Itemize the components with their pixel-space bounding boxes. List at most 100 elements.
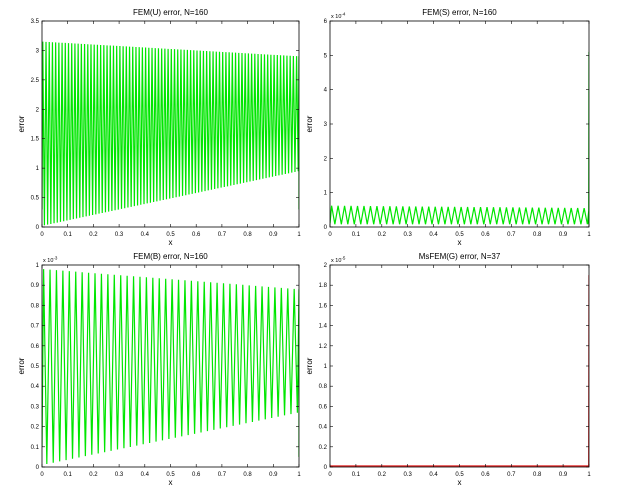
exponent-value: -5: [341, 256, 345, 261]
x-tick-label: 1: [297, 232, 301, 238]
x-axis-label: x: [169, 478, 173, 487]
x-tick-label: 0.2: [378, 472, 387, 478]
y-axis-label: error: [17, 357, 26, 374]
x-tick-label: 0.7: [507, 472, 516, 478]
x-tick-label: 0.1: [64, 232, 73, 238]
x-tick-label: 0.4: [141, 472, 150, 478]
y-axis-label: error: [305, 115, 314, 132]
x-axis-label: x: [169, 238, 173, 247]
x-tick-label: 0.9: [559, 232, 568, 238]
chart-title: FEM(U) error, N=160: [133, 8, 208, 17]
y-tick-label: 4: [324, 88, 328, 94]
y-tick-label: 1.6: [319, 303, 328, 309]
series-line-1: [42, 41, 299, 226]
x-tick-label: 0.5: [455, 472, 464, 478]
y-tick-label: 0: [324, 225, 328, 231]
y-tick-label: 2: [324, 156, 328, 162]
y-tick-label: 0.8: [31, 303, 40, 309]
y-tick-label: 0: [36, 225, 40, 231]
x-tick-label: 0.6: [192, 232, 201, 238]
y-axis-exponent: x 10-3: [43, 256, 58, 265]
chart-panel-2: 0 0.1 0.2 0.3 0.4 0.5 0.6 0.7 0.8 0.9 1 0 1 2 3 4 5 6x 10…: [305, 8, 591, 247]
x-tick-label: 1: [587, 472, 591, 478]
x-tick-label: 0.5: [166, 472, 175, 478]
y-tick-label: 0.1: [31, 445, 40, 451]
chart-panel-3: 0 0.1 0.2 0.3 0.4 0.5 0.6 0.7 0.8 0.9 1 0 0.1 0.2 0.3 0…: [17, 252, 301, 487]
x-tick-label: 0.3: [404, 472, 413, 478]
y-tick-label: 3: [36, 48, 40, 54]
x-tick-label: 0.4: [429, 472, 438, 478]
y-tick-label: 1.5: [31, 137, 40, 143]
plot-frame: [329, 20, 590, 228]
x-tick-label: 0.1: [64, 472, 73, 478]
plot-frame: [329, 264, 590, 468]
x-tick-label: 0.6: [481, 472, 490, 478]
x-axis-label: x: [458, 478, 462, 487]
y-tick-label: 0.2: [319, 445, 328, 451]
y-axis-label: error: [17, 115, 26, 132]
y-tick-label: 0.6: [319, 404, 328, 410]
chart-title: FEM(B) error, N=160: [133, 252, 208, 261]
chart-title: MsFEM(G) error, N=37: [419, 252, 501, 261]
x-tick-label: 1: [297, 472, 301, 478]
x-axis-label: x: [458, 238, 462, 247]
series-line-1: [42, 269, 299, 465]
y-tick-label: 1: [324, 364, 328, 370]
y-tick-label: 0.2: [31, 425, 40, 431]
x-tick-label: 0: [328, 232, 332, 238]
x-tick-label: 0: [40, 472, 44, 478]
x-tick-label: 0.5: [166, 232, 175, 238]
y-tick-label: 2.5: [31, 78, 40, 84]
x-tick-label: 0.8: [243, 472, 252, 478]
y-tick-label: 5: [324, 53, 328, 59]
x-tick-label: 0.6: [192, 472, 201, 478]
x-tick-label: 0.3: [115, 232, 124, 238]
x-tick-label: 0: [40, 232, 44, 238]
x-tick-label: 0.4: [429, 232, 438, 238]
x-tick-label: 0.2: [89, 472, 98, 478]
chart-title: FEM(S) error, N=160: [422, 8, 497, 17]
y-tick-label: 3.5: [31, 19, 40, 25]
x-tick-label: 0.7: [507, 232, 516, 238]
x-tick-label: 1: [587, 232, 591, 238]
exponent-value: -3: [53, 256, 57, 261]
y-tick-label: 1.2: [319, 344, 328, 350]
x-tick-label: 0.7: [218, 232, 227, 238]
chart-panel-4: 0 0.1 0.2 0.3 0.4 0.5 0.6 0.7 0.8 0.9 1 0 0.2 0.4 0.6 0…: [305, 252, 591, 487]
y-tick-label: 0.4: [319, 425, 328, 431]
x-tick-label: 0.3: [404, 232, 413, 238]
y-tick-label: 1.4: [319, 324, 328, 330]
x-tick-label: 0.2: [89, 232, 98, 238]
y-tick-label: 1.8: [319, 283, 328, 289]
x-tick-label: 0.6: [481, 232, 490, 238]
x-tick-label: 0.2: [378, 232, 387, 238]
y-tick-label: 1: [324, 191, 328, 197]
y-axis-exponent: x 10-4: [331, 12, 346, 21]
y-tick-label: 0.8: [319, 384, 328, 390]
x-tick-label: 0.8: [533, 472, 542, 478]
y-tick-label: 6: [324, 19, 328, 25]
x-tick-label: 0.1: [352, 472, 361, 478]
y-tick-label: 0.6: [31, 344, 40, 350]
y-axis-exponent: x 10-5: [331, 256, 346, 265]
y-tick-label: 0.7: [31, 324, 40, 330]
y-axis-label: error: [305, 357, 314, 374]
y-tick-label: 3: [324, 122, 328, 128]
x-tick-label: 0.9: [269, 472, 278, 478]
series-line-1: [330, 51, 589, 225]
y-tick-label: 0.5: [31, 364, 40, 370]
y-tick-label: 0.9: [31, 283, 40, 289]
y-tick-label: 0: [36, 465, 40, 471]
x-tick-label: 0.1: [352, 232, 361, 238]
y-tick-label: 1: [36, 263, 40, 269]
x-tick-label: 0.7: [218, 472, 227, 478]
x-tick-label: 0.9: [559, 472, 568, 478]
y-tick-label: 0.5: [31, 196, 40, 202]
series-line-1: [330, 275, 589, 467]
x-tick-label: 0.5: [455, 232, 464, 238]
x-tick-label: 0.8: [533, 232, 542, 238]
y-tick-label: 2: [36, 107, 40, 113]
y-tick-label: 0.4: [31, 384, 40, 390]
x-tick-label: 0.8: [243, 232, 252, 238]
